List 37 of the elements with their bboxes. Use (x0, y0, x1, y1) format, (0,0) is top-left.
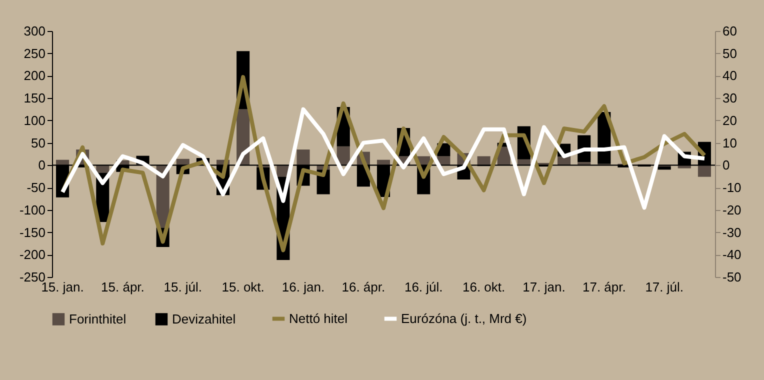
x-tick-label: 16. okt. (462, 280, 506, 294)
y2-tick-label: 20 (722, 112, 737, 128)
y2-tick-label: 40 (722, 68, 737, 84)
y-tick-label: -50 (26, 180, 46, 196)
x-tick-label: 15. júl. (164, 280, 202, 294)
x-tick-label: 17. ápr. (582, 280, 626, 294)
x-tick-label: 17. júl. (645, 280, 684, 294)
y2-tick-label: -50 (722, 270, 742, 284)
y2-tick-label: -30 (722, 224, 742, 240)
y-tick-label: -150 (19, 224, 46, 240)
x-tick-label: 16. ápr. (342, 280, 386, 294)
y-tick-label: 300 (24, 24, 46, 38)
y-tick-label: 0 (38, 158, 46, 173)
y-tick-label: -100 (19, 202, 46, 218)
x-tick-label: 15. okt. (222, 280, 264, 294)
y2-tick-label: 30 (722, 90, 737, 106)
legend-label: Nettó hitel (289, 310, 348, 326)
y2-tick-label: -10 (722, 180, 742, 196)
x-tick-label: 16. jan. (282, 280, 325, 294)
y-tick-label: 100 (24, 112, 46, 128)
y2-tick-label: -20 (722, 202, 742, 218)
y2-tick-label: 10 (722, 135, 737, 150)
y2-tick-label: 60 (722, 24, 737, 38)
legend-label: Eurózóna (j. t., Mrd €) (401, 310, 527, 326)
y-tick-label: -200 (19, 247, 46, 262)
y-tick-label: 50 (31, 135, 46, 150)
y2-tick-label: -40 (722, 247, 742, 262)
x-tick-label: 15. ápr. (101, 280, 144, 294)
legend-label: Forinthitel (69, 311, 126, 326)
x-tick-label: 16. júl. (404, 280, 443, 294)
x-tick-label: 17. jan. (522, 280, 566, 294)
legend-label: Devizahitel (172, 311, 236, 326)
y-tick-label: 250 (24, 46, 46, 61)
y2-tick-label: 50 (722, 46, 737, 61)
y-tick-label: 150 (24, 90, 46, 106)
y-tick-label: 200 (24, 68, 46, 84)
y2-tick-label: 0 (722, 158, 730, 173)
